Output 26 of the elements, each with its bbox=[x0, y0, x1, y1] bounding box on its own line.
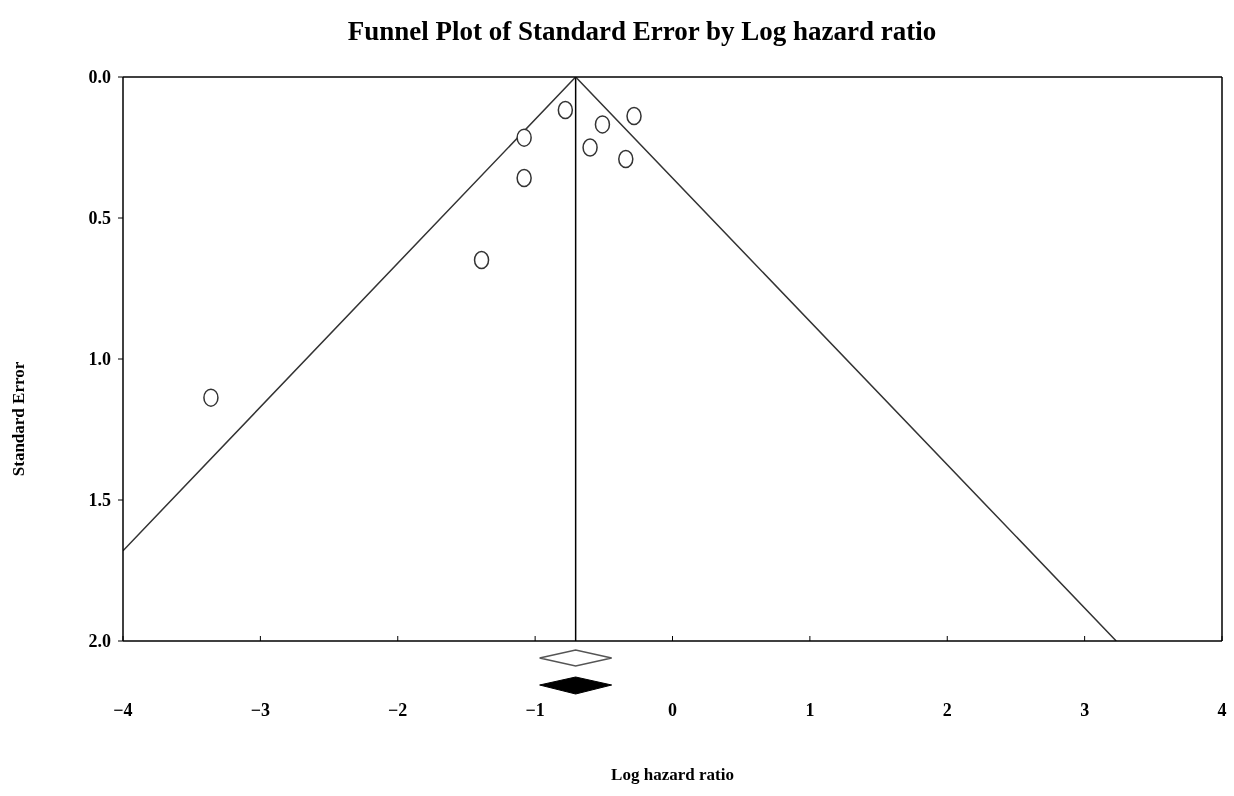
x-tick-label: 4 bbox=[1217, 700, 1227, 720]
x-tick-label: −4 bbox=[113, 700, 133, 720]
x-axis-title: Log hazard ratio bbox=[611, 765, 734, 784]
x-tick-label: 0 bbox=[668, 700, 677, 720]
point bbox=[473, 250, 490, 270]
point bbox=[626, 106, 642, 126]
y-tick-label: 1.0 bbox=[88, 349, 111, 369]
y-tick-label: 0.5 bbox=[88, 208, 111, 228]
x-tick-label: 1 bbox=[805, 700, 815, 720]
point bbox=[618, 149, 634, 169]
y-tick-label: 2.0 bbox=[88, 631, 111, 651]
point bbox=[516, 128, 532, 147]
y-tick-label: 0.0 bbox=[88, 67, 111, 87]
y-tick-label: 1.5 bbox=[88, 490, 111, 510]
point bbox=[557, 100, 574, 120]
chart-title: Funnel Plot of Standard Error by Log hazard ratio bbox=[347, 16, 937, 46]
y-axis-title: Standard Error bbox=[9, 361, 28, 477]
x-tick-label: 3 bbox=[1080, 700, 1090, 720]
x-tick-label: 2 bbox=[942, 700, 952, 720]
point bbox=[203, 388, 219, 407]
point bbox=[516, 168, 532, 188]
point bbox=[594, 115, 611, 134]
x-tick-label: −3 bbox=[250, 700, 271, 720]
x-tick-label: −2 bbox=[388, 700, 408, 720]
point bbox=[582, 138, 598, 157]
x-tick-label: −1 bbox=[525, 700, 545, 720]
